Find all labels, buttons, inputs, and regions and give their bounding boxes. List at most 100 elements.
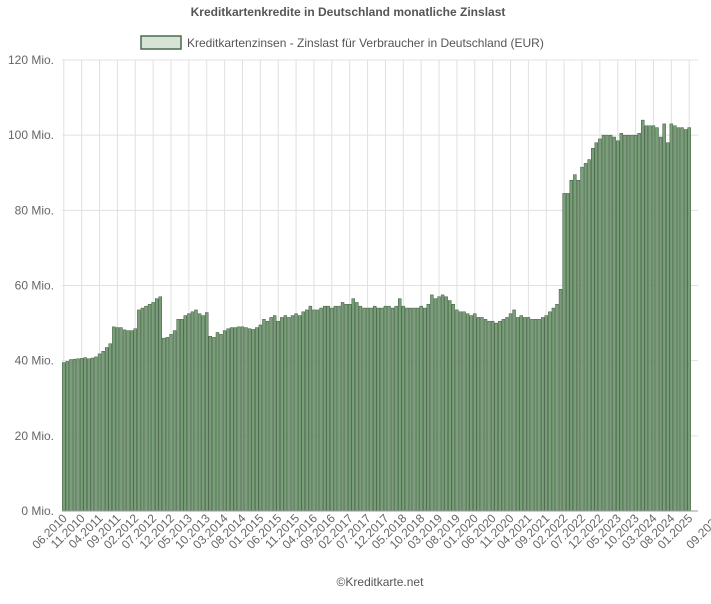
bar[interactable]: [551, 307, 556, 512]
bar[interactable]: [94, 356, 98, 512]
bar[interactable]: [408, 307, 413, 512]
bar[interactable]: [122, 329, 127, 512]
bar[interactable]: [258, 324, 263, 512]
bar[interactable]: [319, 307, 323, 512]
bar[interactable]: [576, 180, 581, 512]
bar[interactable]: [369, 307, 373, 512]
bar[interactable]: [133, 328, 137, 512]
bar[interactable]: [315, 309, 320, 512]
bar[interactable]: [362, 307, 366, 512]
bar[interactable]: [69, 359, 73, 512]
bar[interactable]: [76, 358, 80, 512]
bar[interactable]: [83, 357, 87, 512]
bar[interactable]: [340, 302, 345, 512]
bar[interactable]: [569, 180, 573, 512]
bar[interactable]: [380, 307, 384, 512]
bar[interactable]: [651, 125, 656, 512]
bar[interactable]: [626, 134, 631, 512]
bar[interactable]: [140, 307, 145, 512]
bar[interactable]: [365, 307, 370, 512]
bar[interactable]: [658, 136, 663, 512]
bar[interactable]: [387, 305, 391, 512]
bar[interactable]: [583, 163, 588, 512]
legend[interactable]: Kreditkartenzinsen - Zinslast für Verbra…: [140, 35, 544, 50]
bar[interactable]: [398, 298, 402, 512]
bar[interactable]: [165, 337, 170, 512]
bar[interactable]: [294, 313, 298, 512]
bar[interactable]: [530, 319, 534, 512]
bar[interactable]: [405, 307, 409, 512]
bar[interactable]: [172, 330, 177, 512]
bar[interactable]: [344, 304, 348, 512]
bar[interactable]: [676, 127, 681, 512]
bar[interactable]: [194, 309, 198, 512]
bar[interactable]: [322, 305, 327, 512]
bar[interactable]: [97, 353, 102, 512]
bar[interactable]: [180, 319, 184, 512]
bar[interactable]: [633, 134, 638, 512]
bar[interactable]: [437, 296, 441, 512]
bar[interactable]: [555, 304, 559, 512]
bar[interactable]: [415, 307, 420, 512]
bar[interactable]: [580, 166, 584, 512]
bar[interactable]: [297, 315, 302, 512]
bar[interactable]: [65, 361, 70, 512]
bar[interactable]: [201, 315, 205, 512]
bar[interactable]: [255, 327, 259, 512]
bar[interactable]: [376, 307, 381, 512]
bar[interactable]: [183, 315, 188, 512]
bar[interactable]: [430, 294, 434, 512]
bar[interactable]: [290, 315, 295, 512]
bar[interactable]: [112, 326, 116, 512]
bar[interactable]: [655, 127, 659, 512]
bar[interactable]: [326, 305, 330, 512]
bar[interactable]: [423, 307, 427, 512]
bar[interactable]: [222, 330, 227, 512]
bar[interactable]: [390, 307, 395, 512]
bar[interactable]: [62, 362, 66, 512]
bar[interactable]: [619, 133, 624, 512]
bar[interactable]: [272, 315, 277, 512]
bar[interactable]: [587, 159, 591, 512]
bar[interactable]: [90, 357, 95, 512]
bar[interactable]: [469, 315, 473, 512]
bar[interactable]: [565, 193, 570, 512]
bar[interactable]: [87, 358, 91, 512]
bar[interactable]: [444, 296, 448, 512]
bar[interactable]: [208, 335, 213, 512]
bar[interactable]: [505, 317, 509, 512]
bar[interactable]: [562, 193, 566, 512]
bar[interactable]: [608, 134, 613, 512]
bar[interactable]: [594, 142, 599, 512]
bar[interactable]: [333, 305, 338, 512]
bar[interactable]: [283, 315, 288, 512]
bar[interactable]: [440, 294, 445, 512]
bar[interactable]: [666, 142, 670, 512]
bar[interactable]: [573, 174, 577, 512]
bar[interactable]: [126, 330, 130, 512]
bar[interactable]: [276, 320, 280, 512]
bar[interactable]: [544, 315, 548, 512]
bar[interactable]: [501, 319, 506, 512]
bar[interactable]: [244, 327, 248, 512]
bar[interactable]: [197, 313, 202, 512]
bar[interactable]: [287, 317, 291, 512]
bar[interactable]: [355, 302, 359, 512]
bar[interactable]: [351, 298, 355, 512]
bar[interactable]: [251, 329, 255, 512]
bar[interactable]: [79, 358, 84, 512]
bar[interactable]: [308, 305, 313, 512]
bar[interactable]: [301, 311, 305, 512]
bar[interactable]: [598, 138, 602, 512]
bar[interactable]: [330, 307, 334, 512]
bar[interactable]: [630, 134, 634, 512]
bar[interactable]: [526, 317, 531, 512]
bar[interactable]: [158, 296, 163, 512]
bar[interactable]: [558, 289, 563, 512]
bar[interactable]: [212, 337, 216, 512]
bar[interactable]: [237, 326, 241, 512]
bar[interactable]: [683, 129, 688, 512]
bar[interactable]: [162, 337, 166, 512]
bar[interactable]: [383, 305, 388, 512]
bar[interactable]: [101, 351, 105, 512]
